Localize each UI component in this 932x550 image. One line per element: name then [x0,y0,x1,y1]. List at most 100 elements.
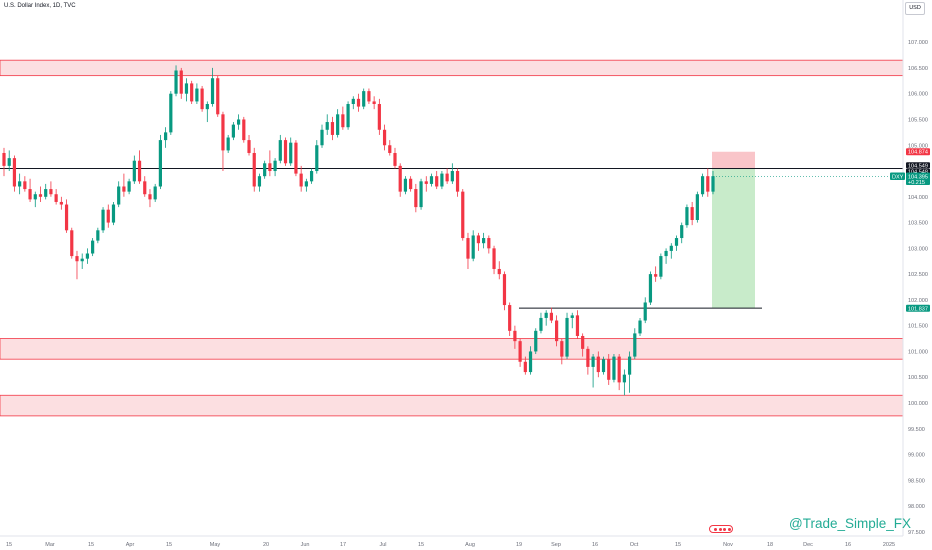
candle-body [596,356,600,373]
candle-body [127,181,131,192]
candle-body [137,160,142,182]
price-tick-label: 101.000 [908,349,928,355]
candle-body [59,201,63,205]
candle-body [2,152,6,166]
target-price-tag: 101.837 [908,306,928,312]
candle-body [231,124,235,138]
candle-body [622,374,626,383]
candle-body [466,238,470,259]
candle-body [482,238,486,244]
author-watermark: @Trade_Simple_FX [789,516,912,531]
candle-body [158,140,162,187]
candle-body [96,230,100,241]
stop-loss-area [712,151,755,169]
candlestick-series [2,65,715,396]
time-tick-label: Sep [551,542,561,548]
candle-body [429,176,434,184]
short-position-tool [712,151,755,309]
price-tick-label: 105.500 [908,117,928,123]
candle-body [91,240,95,254]
candle-body [586,348,590,367]
time-axis: 15 Mar 15 Apr 15 May 20 Jun 17 Jul 15 Aug 19 Sep 16 Oct… [0,535,903,548]
candle-body [122,186,126,192]
candle-body [174,70,178,94]
candle-body [518,341,522,362]
candle-body [247,140,251,153]
candle-body [471,235,475,259]
time-tick-label: 16 [592,542,598,548]
candle-body [85,253,90,259]
price-tick-label: 100.000 [908,401,928,407]
candle-body [555,320,559,342]
price-tick-label: 105.000 [908,143,928,149]
candle-body [278,140,282,161]
candle-body [445,173,449,182]
time-tick-label: 15 [418,542,424,548]
candle-body [544,312,548,318]
candle-body [273,160,277,172]
candle-body [654,274,658,277]
candle-body [680,225,684,239]
price-tags: 104.874104.549104.548104.395+0.215DXY101… [890,148,930,312]
candle-body [440,173,444,187]
sr-zone-2 [0,394,904,417]
candle-body [309,171,314,182]
time-tick-label: 18 [767,542,773,548]
candle-body [28,189,32,200]
candle-body [674,238,679,246]
candle-body [216,78,220,115]
candle-body [336,114,340,135]
candle-body [111,204,116,223]
price-tick-label: 104.000 [908,195,928,201]
candle-body [148,194,152,200]
candle-body [612,356,616,380]
candle-body [700,176,705,195]
symbol-title: U.S. Dollar Index, 1D, TVC [4,3,76,9]
candle-body [461,191,465,239]
candle-body [659,256,663,277]
time-tick-label: 15 [166,542,172,548]
candle-body [581,335,585,349]
price-change-tag: +0.215 [908,180,925,186]
candle-body [424,181,428,184]
price-tick-label: 99.500 [908,427,925,433]
time-tick-label: Aug [465,542,475,548]
candle-body [638,320,642,334]
candle-body [362,91,366,107]
price-tick-label: 100.500 [908,375,928,381]
candle-body [450,171,454,182]
candle-body [513,330,517,342]
price-tick-label: 99.000 [908,453,925,459]
candle-body [12,158,17,187]
take-profit-area [712,168,755,309]
candle-body [388,145,392,153]
time-tick-label: May [210,542,221,548]
time-tick-label: Mar [45,542,55,548]
candle-body [205,104,209,110]
last-price-tag: 104.395 [908,174,928,180]
candle-body [351,98,355,105]
candle-body [304,181,308,187]
entry-price-tag: 104.549 [908,163,928,169]
candle-body [534,330,538,352]
time-tick-label: 15 [675,542,681,548]
candle-body [179,70,183,94]
price-tick-label: 98.000 [908,504,925,510]
price-tick-label: 97.500 [908,530,925,536]
candle-body [455,171,460,192]
price-tick-label: 101.500 [908,324,928,330]
candle-body [80,258,84,262]
candle-body [591,356,595,367]
currency-button[interactable]: USD [905,2,925,15]
candle-body [685,207,689,226]
candle-body [70,230,74,257]
time-tick-label: Nov [723,542,733,548]
candle-body [711,176,715,192]
candle-body [195,88,199,102]
candle-body [54,194,58,202]
resistance-zones [0,59,904,417]
candle-body [101,209,105,231]
candle-body [169,93,173,133]
candle-body [601,359,606,373]
